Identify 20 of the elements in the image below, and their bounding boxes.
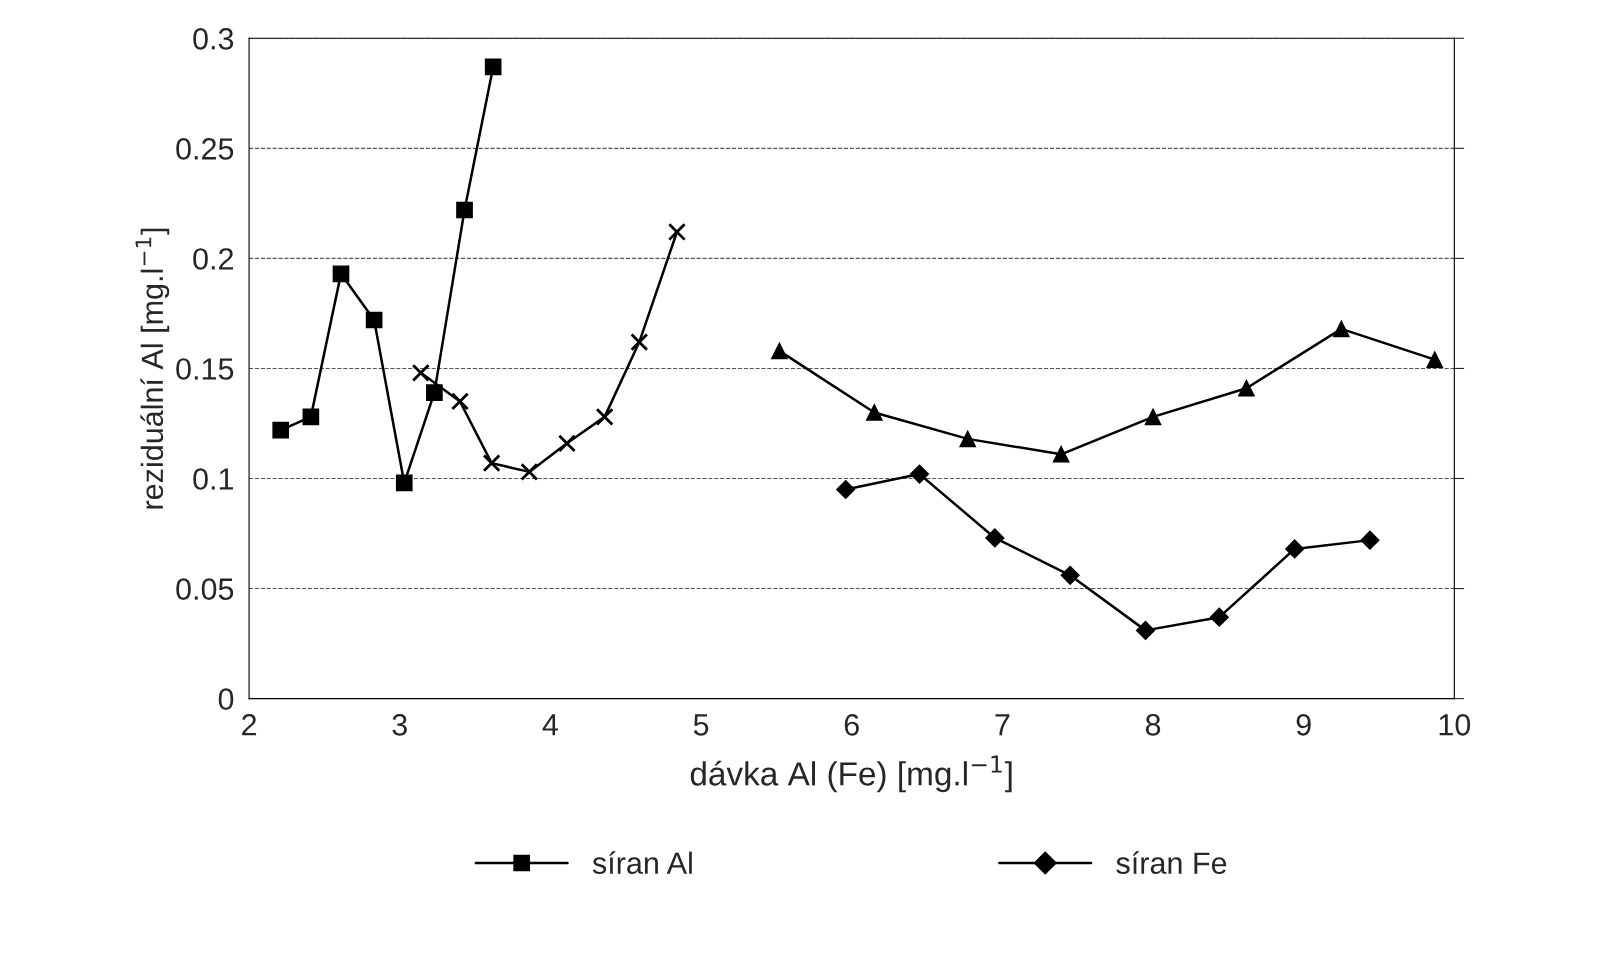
x-tick-label: 9 [1296, 714, 1311, 736]
legend-label: síran Fe [1116, 851, 1227, 875]
x-tick-label: 4 [542, 714, 558, 736]
y-axis-title: reziduální Al [mg.l$^{−1}$] [135, 228, 170, 509]
y-tick-label: 0.1 [193, 468, 234, 490]
legend-label: síran Al [592, 851, 692, 875]
y-tick-label: 0.3 [193, 28, 234, 50]
x-tick-label: 5 [693, 714, 709, 736]
x-tick-label: 3 [392, 714, 407, 736]
x-tick-label: 6 [844, 714, 859, 736]
y-tick-label: 0.05 [176, 578, 234, 600]
x-tick-label: 2 [242, 714, 257, 736]
y-tick-label: 0.25 [176, 138, 234, 160]
x-tick-label: 10 [1439, 714, 1471, 736]
x-axis-title: dávka Al (Fe) [mg.l$^{−1}$] [690, 755, 1012, 793]
y-tick-label: 0.2 [193, 248, 233, 270]
x-tick-label: 8 [1145, 714, 1161, 736]
x-tick-label: 7 [995, 714, 1010, 736]
y-tick-label: 0 [218, 688, 234, 710]
y-tick-label: 0.15 [176, 358, 234, 380]
